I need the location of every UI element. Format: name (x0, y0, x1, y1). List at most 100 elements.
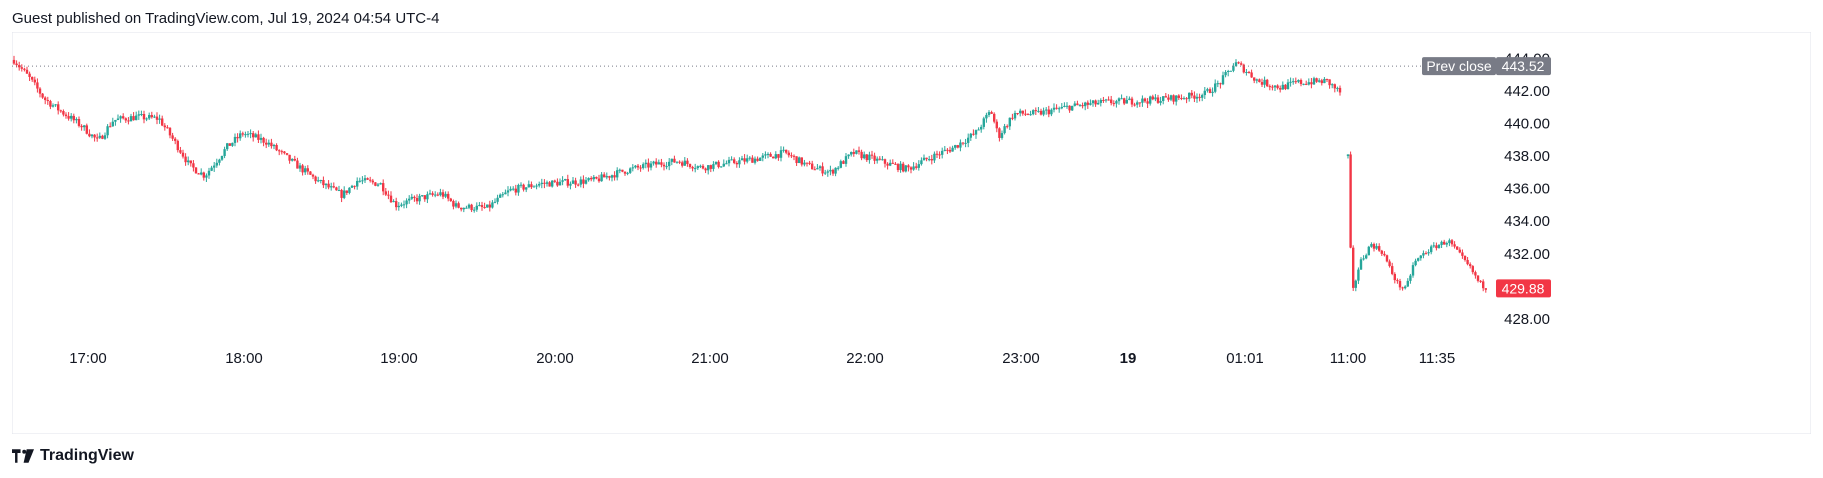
candle-body[interactable] (714, 161, 718, 165)
candle-body[interactable] (603, 174, 606, 178)
candle-body[interactable] (311, 174, 315, 177)
candle-body[interactable] (413, 196, 416, 199)
candle-body[interactable] (899, 163, 902, 171)
candle-body[interactable] (948, 149, 952, 152)
candle-body[interactable] (408, 198, 411, 201)
candle-body[interactable] (473, 209, 476, 211)
candle-body[interactable] (683, 160, 686, 166)
candle-body[interactable] (12, 59, 16, 64)
candle-body[interactable] (943, 149, 946, 151)
candle-body[interactable] (1034, 110, 1037, 112)
candle-body[interactable] (1240, 63, 1243, 65)
candle-body[interactable] (961, 142, 965, 144)
candle-body[interactable] (1437, 245, 1441, 249)
candle-body[interactable] (1011, 117, 1014, 119)
candle-body[interactable] (1445, 243, 1448, 245)
candle-body[interactable] (803, 162, 806, 165)
candle-body[interactable] (1263, 79, 1266, 85)
candle-body[interactable] (124, 118, 127, 121)
candle-body[interactable] (228, 143, 231, 146)
candle-body[interactable] (756, 158, 759, 161)
candle-body[interactable] (1432, 245, 1435, 247)
candle-body[interactable] (600, 174, 603, 182)
candle-body[interactable] (974, 130, 978, 135)
candle-body[interactable] (77, 119, 81, 126)
candle-body[interactable] (1156, 97, 1160, 103)
candle-body[interactable] (1193, 95, 1196, 99)
candle-body[interactable] (1060, 106, 1063, 109)
candle-body[interactable] (753, 158, 757, 163)
candle-body[interactable] (883, 159, 887, 164)
candle-body[interactable] (527, 184, 530, 188)
candle-body[interactable] (1167, 97, 1170, 100)
candle-body[interactable] (1071, 105, 1074, 111)
candle-body[interactable] (127, 120, 130, 122)
candle-body[interactable] (1042, 110, 1045, 115)
candle-body[interactable] (116, 118, 120, 120)
candle-body[interactable] (1206, 89, 1209, 91)
candle-body[interactable] (1073, 103, 1076, 106)
candle-body[interactable] (421, 195, 424, 197)
candle-body[interactable] (1315, 78, 1318, 82)
candle-body[interactable] (44, 97, 47, 101)
candle-body[interactable] (548, 182, 551, 187)
candle-body[interactable] (1247, 71, 1251, 73)
candle-body[interactable] (1450, 240, 1454, 245)
candle-body[interactable] (31, 76, 34, 80)
candle-body[interactable] (800, 157, 803, 165)
candle-body[interactable] (460, 207, 463, 210)
candle-body[interactable] (218, 159, 221, 163)
candle-body[interactable] (257, 134, 260, 140)
candle-body[interactable] (454, 203, 458, 207)
candle-body[interactable] (1032, 110, 1035, 115)
candle-body[interactable] (83, 125, 86, 128)
candle-body[interactable] (285, 153, 289, 155)
candle-body[interactable] (790, 155, 793, 157)
candle-body[interactable] (1268, 86, 1271, 88)
candle-body[interactable] (709, 165, 712, 169)
candle-body[interactable] (402, 204, 406, 206)
candle-body[interactable] (1383, 253, 1386, 256)
candle-body[interactable] (681, 162, 684, 166)
candle-body[interactable] (855, 150, 858, 154)
candle-body[interactable] (977, 129, 980, 131)
candle-body[interactable] (488, 204, 491, 208)
candle-body[interactable] (1076, 103, 1079, 106)
candle-body[interactable] (171, 135, 174, 139)
candle-body[interactable] (389, 195, 393, 203)
candle-body[interactable] (423, 195, 426, 200)
candle-body[interactable] (210, 167, 213, 171)
candle-body[interactable] (332, 186, 335, 188)
candle-body[interactable] (909, 167, 913, 170)
candle-body[interactable] (1094, 100, 1097, 105)
candle-body[interactable] (447, 193, 450, 199)
candle-body[interactable] (241, 133, 244, 135)
candle-body[interactable] (915, 166, 918, 168)
candle-body[interactable] (392, 201, 395, 203)
candle-body[interactable] (1169, 95, 1173, 100)
candle-body[interactable] (1367, 246, 1370, 256)
candle-body[interactable] (111, 121, 114, 127)
candle-body[interactable] (1008, 117, 1011, 127)
candle-body[interactable] (200, 172, 203, 175)
candle-body[interactable] (1198, 96, 1201, 98)
candle-body[interactable] (1136, 102, 1139, 105)
candle-body[interactable] (626, 172, 629, 174)
candle-body[interactable] (816, 168, 819, 170)
candle-body[interactable] (735, 162, 738, 165)
candle-body[interactable] (990, 112, 993, 114)
candle-body[interactable] (722, 163, 725, 167)
candle-body[interactable] (564, 179, 567, 181)
candle-body[interactable] (543, 182, 546, 184)
candle-body[interactable] (1128, 98, 1131, 100)
candle-body[interactable] (1172, 95, 1175, 102)
candle-body[interactable] (444, 193, 447, 197)
candle-body[interactable] (1453, 244, 1456, 247)
candle-body[interactable] (878, 158, 881, 160)
candle-body[interactable] (272, 145, 276, 147)
candle-body[interactable] (1154, 97, 1157, 100)
candle-body[interactable] (1424, 253, 1428, 255)
candle-body[interactable] (452, 201, 455, 207)
candle-body[interactable] (1385, 255, 1389, 262)
candle-body[interactable] (379, 183, 382, 185)
